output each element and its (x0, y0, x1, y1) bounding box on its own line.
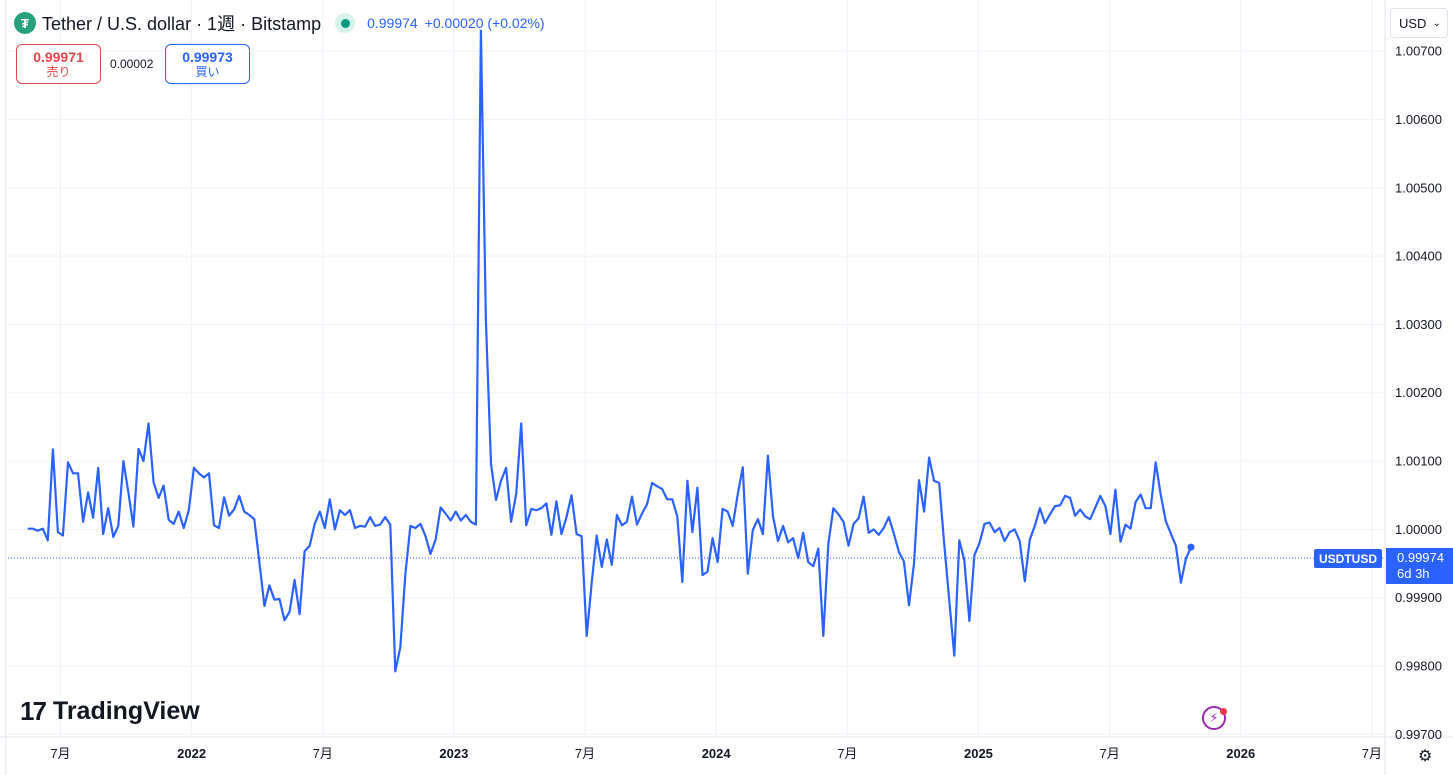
last-price-dot (1187, 543, 1195, 551)
price-change: +0.00020 (+0.02%) (424, 15, 545, 31)
tradingview-logo[interactable]: 17 TradingView (20, 696, 200, 727)
y-tick-label: 0.99800 (1395, 658, 1442, 673)
notification-dot (1220, 708, 1227, 715)
settings-icon[interactable]: ⚙ (1418, 748, 1433, 765)
y-tick-label: 1.00200 (1395, 385, 1442, 400)
y-tick-label: 1.00700 (1395, 44, 1442, 59)
spread-value: 0.00002 (110, 57, 154, 71)
y-tick-label: 0.99700 (1395, 727, 1442, 742)
sell-label: 売り (46, 64, 71, 79)
currency-select[interactable]: USD ⌄ (1390, 8, 1448, 38)
price-series-line (27, 29, 1193, 673)
x-tick-label: 7月 (1362, 746, 1382, 761)
x-tick-label: 7月 (837, 746, 857, 761)
tether-coin-icon: ₮ (14, 12, 36, 34)
x-tick-label: 7月 (313, 746, 333, 761)
buy-label: 買い (195, 64, 220, 79)
bar-countdown: 6d 3h (1397, 566, 1430, 581)
market-open-icon (335, 13, 356, 33)
sell-button[interactable]: 0.99971 売り (16, 44, 101, 84)
lightning-icon[interactable]: ⚡ (1202, 706, 1226, 730)
symbol-badge: USDTUSD (1314, 549, 1382, 568)
currency-value: USD (1399, 15, 1427, 31)
y-tick-label: 1.00600 (1395, 112, 1442, 127)
last-price-badge: 0.99974 6d 3h (1386, 548, 1453, 584)
x-tick-label: 2023 (439, 746, 468, 761)
tradingview-logo-mark: 17 (20, 696, 47, 726)
x-tick-label: 2025 (964, 746, 993, 761)
x-tick-label: 2022 (177, 746, 206, 761)
y-tick-label: 0.99900 (1395, 590, 1442, 605)
price-axis: 1.00700 1.00600 1.00500 1.00400 1.00300 1.002… (1395, 44, 1442, 742)
symbol-header: ₮ Tether / U.S. dollar · 1週 · Bitstamp 0… (14, 10, 545, 36)
time-axis: 7月 2022 7月 2023 7月 2024 7月 2025 7月 2026 7月 (50, 746, 1382, 761)
x-tick-label: 2024 (702, 746, 732, 761)
y-tick-label: 1.00500 (1395, 180, 1442, 195)
sell-price: 0.99971 (33, 48, 84, 65)
buy-button[interactable]: 0.99973 買い (165, 44, 250, 84)
y-tick-label: 1.00300 (1395, 317, 1442, 332)
x-tick-label: 7月 (1099, 746, 1119, 761)
chevron-down-icon: ⌄ (1432, 17, 1441, 29)
y-tick-label: 1.00400 (1395, 249, 1442, 264)
tradingview-logo-text: TradingView (52, 697, 200, 725)
buy-price: 0.99973 (182, 48, 233, 65)
x-tick-label: 2026 (1226, 746, 1255, 761)
last-price: 0.99974 (367, 15, 418, 31)
symbol-title[interactable]: Tether / U.S. dollar · 1週 · Bitstamp (42, 14, 322, 34)
x-tick-label: 7月 (575, 746, 595, 761)
y-tick-label: 1.00000 (1395, 522, 1442, 537)
last-price-badge-value: 0.99974 (1397, 550, 1444, 565)
y-tick-label: 1.00100 (1395, 454, 1442, 469)
x-tick-label: 7月 (50, 746, 70, 761)
